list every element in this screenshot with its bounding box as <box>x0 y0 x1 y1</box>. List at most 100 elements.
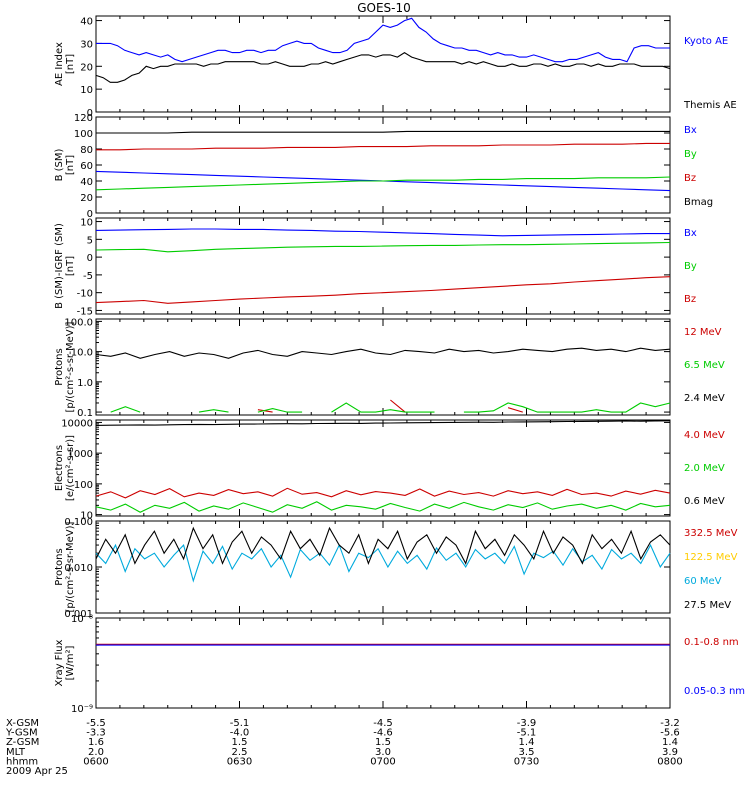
ephemeris-value: -5.1 <box>517 728 537 739</box>
ephemeris-row-label: MLT <box>6 747 26 758</box>
ephemeris-row-label: Z-GSM <box>6 737 39 748</box>
y-tick-label: 40 <box>80 177 93 188</box>
y-tick-label: 10000 <box>61 418 93 429</box>
y-tick-label: 0 <box>87 253 93 264</box>
y-tick-label: 10⁻⁹ <box>71 704 93 715</box>
y-axis-label: B (SM) <box>54 148 65 181</box>
legend-label: Kyoto AE <box>684 36 728 47</box>
legend-label: 122.5 MeV <box>684 552 738 563</box>
y-tick-label: 40 <box>80 17 93 28</box>
series-line <box>95 228 670 237</box>
legend-label: By <box>684 261 697 272</box>
legend-label: 332.5 MeV <box>684 528 738 539</box>
legend-label: Bx <box>684 125 697 136</box>
chart-title: GOES-10 <box>357 1 411 15</box>
ephemeris-value: -4.5 <box>373 718 393 729</box>
legend-label: 2.4 MeV <box>684 393 725 404</box>
y-axis-label: [nT] <box>65 54 76 74</box>
ephemeris-value: -3.3 <box>86 728 106 739</box>
ephemeris-value: 3.5 <box>519 747 535 758</box>
y-tick-label: 80 <box>80 145 93 156</box>
ephemeris-value: 3.9 <box>662 747 678 758</box>
panel-2: 0 20 40 60 80 100 120 B (SM) [nT] Bx By Bz Bmag <box>54 113 713 220</box>
ephemeris-row-label: X-GSM <box>6 718 39 729</box>
y-axis-label: AE Index <box>54 42 65 86</box>
legend-label: Bz <box>684 173 696 184</box>
y-tick-label: 20 <box>80 193 93 204</box>
y-axis-label: [nT] <box>65 155 76 175</box>
ephemeris-row-label: Y-GSM <box>5 728 38 739</box>
series-line <box>95 420 671 426</box>
series-line <box>96 142 670 151</box>
y-tick-label: 100 <box>74 129 93 140</box>
series-line <box>95 347 671 359</box>
ephemeris-value: -3.2 <box>660 718 680 729</box>
series-line <box>96 17 670 63</box>
y-axis-label: Protons <box>54 548 65 585</box>
ephemeris-date: 2009 Apr 25 <box>6 766 68 777</box>
y-tick-label: 0 <box>87 209 93 220</box>
series-line <box>257 399 523 413</box>
ephemeris-value: 1.5 <box>232 737 248 748</box>
legend-label: Bmag <box>684 197 713 208</box>
y-tick-label: -10 <box>77 289 93 300</box>
ephemeris-value: 1.5 <box>375 737 391 748</box>
y-tick-label: 0.001 <box>64 609 93 620</box>
panel-4: 0.1 1.0 10.0 100.0 Protons [p/(cm²-s-sr-MeV)]… <box>54 317 725 419</box>
panel-5: 10 100 1000 10000 Electrons [e/(cm²-s-sr)] 4.0… <box>54 418 725 521</box>
y-axis-label: Electrons <box>54 445 65 491</box>
panel-frame <box>95 617 671 709</box>
panel-frame <box>95 318 671 416</box>
y-tick-label: 10 <box>80 85 93 96</box>
y-tick-label: 0.010 <box>64 563 93 574</box>
panel-3: -15 -10 -5 0 5 10 B (SM)-IGRF (SM) [nT] Bx By Bz <box>54 217 697 317</box>
ephemeris-value: 2.5 <box>232 747 248 758</box>
y-axis-label: B (SM)-IGRF (SM) <box>54 223 65 309</box>
y-tick-label: 20 <box>80 62 93 73</box>
ephemeris-value: 0700 <box>370 756 395 767</box>
legend-label: 0.1-0.8 nm <box>684 637 739 648</box>
series-line <box>95 526 671 565</box>
ephemeris-value: -5.6 <box>660 728 680 739</box>
y-axis-label: Xray Flux <box>54 639 65 686</box>
ephemeris-table: X-GSM -5.5 -5.1 -4.5 -3.9 -3.2 Y-GSM -3.3 -4.0 -4… <box>5 718 683 777</box>
y-tick-label: 30 <box>80 39 93 50</box>
y-tick-label: 60 <box>80 161 93 172</box>
y-axis-label: [p/(cm²-s-sr-MeV)] <box>65 521 76 612</box>
ephemeris-value: 0630 <box>227 756 252 767</box>
y-axis-label: [p/(cm²-s-sr-MeV)] <box>65 321 76 412</box>
ephemeris-value: -4.6 <box>373 728 393 739</box>
ephemeris-value: 1.4 <box>662 737 678 748</box>
y-tick-label: 100 <box>74 480 93 491</box>
series-line <box>95 241 671 253</box>
panel-1: 0 10 20 30 40 AE Index [nT] Kyoto AE Themis AE <box>54 15 737 119</box>
panel-6: 0.001 0.010 0.100 Protons [p/(cm²-s-sr-MeV)]… <box>54 517 738 620</box>
legend-label: By <box>684 149 697 160</box>
y-tick-label: 100.0 <box>64 317 93 328</box>
series-line <box>95 487 671 499</box>
series-line <box>95 176 671 191</box>
panel-7: 10⁻⁹ 10⁻⁸ Xray Flux [W/m²] 0.1-0.8 nm 0.05-0.… <box>54 614 745 715</box>
series-line <box>110 402 671 413</box>
y-tick-label: 0.1 <box>77 408 93 419</box>
ephemeris-value: -5.5 <box>86 718 106 729</box>
ephemeris-value: 2.0 <box>88 747 104 758</box>
legend-label: Themis AE <box>683 100 737 111</box>
legend-label: 60 MeV <box>684 576 722 587</box>
legend-label: 2.0 MeV <box>684 463 725 474</box>
y-tick-label: 0.100 <box>64 517 93 528</box>
legend-label: 0.05-0.3 nm <box>684 686 745 697</box>
panel-frame <box>95 520 671 614</box>
y-tick-label: 10 <box>80 511 93 522</box>
y-tick-label: 0 <box>87 108 93 119</box>
series-line <box>95 543 671 583</box>
ephemeris-value: 1.4 <box>519 737 535 748</box>
ephemeris-value: 0730 <box>514 756 539 767</box>
series-line <box>95 501 671 513</box>
ephemeris-value: 0800 <box>657 756 682 767</box>
y-tick-label: 10 <box>80 218 93 229</box>
ephemeris-value: -4.0 <box>230 728 250 739</box>
ephemeris-value: -3.9 <box>517 718 537 729</box>
legend-label: 6.5 MeV <box>684 360 725 371</box>
